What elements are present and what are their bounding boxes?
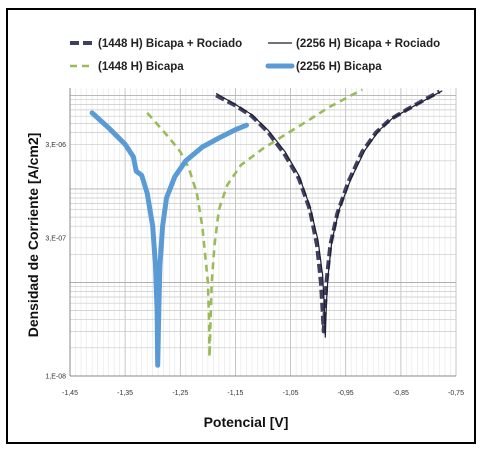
legend: (1448 H) Bicapa + Rociado (2256 H) Bicapa… xyxy=(70,38,440,73)
y-tick-label: 1,E-08 xyxy=(45,374,66,381)
series-line-3 xyxy=(89,110,249,368)
x-tick-label: -1,45 xyxy=(62,390,78,397)
x-tick-label: -1,15 xyxy=(227,390,243,397)
legend-label-2: (1448 H) Bicapa xyxy=(98,61,184,73)
x-tick-label: -1,05 xyxy=(283,390,299,397)
x-tick-label: -0,95 xyxy=(338,390,354,397)
x-tick-label: -0,85 xyxy=(393,390,409,397)
x-tick-label: -1,35 xyxy=(117,390,133,397)
y-axis-title: Densidad de Corriente [A/cm2] xyxy=(25,133,41,338)
x-tick-label: -0,75 xyxy=(448,390,464,397)
tick-labels: -1,45 -1,35 -1,25 -1,15 -1,05 -0,95 -0,85 -0,75… xyxy=(45,142,464,397)
y-tick-label: 3,E-06 xyxy=(45,142,66,149)
series-layer xyxy=(89,88,443,368)
x-tick-label: -1,25 xyxy=(172,390,188,397)
legend-label-3: (2256 H) Bicapa xyxy=(296,61,382,73)
series-line-1 xyxy=(215,90,443,338)
legend-label-1: (2256 H) Bicapa + Rociado xyxy=(296,38,440,50)
legend-label-0: (1448 H) Bicapa + Rociado xyxy=(98,38,242,50)
y-tick-label: 3,E-07 xyxy=(45,235,66,242)
x-axis-title: Potencial [V] xyxy=(204,414,289,430)
